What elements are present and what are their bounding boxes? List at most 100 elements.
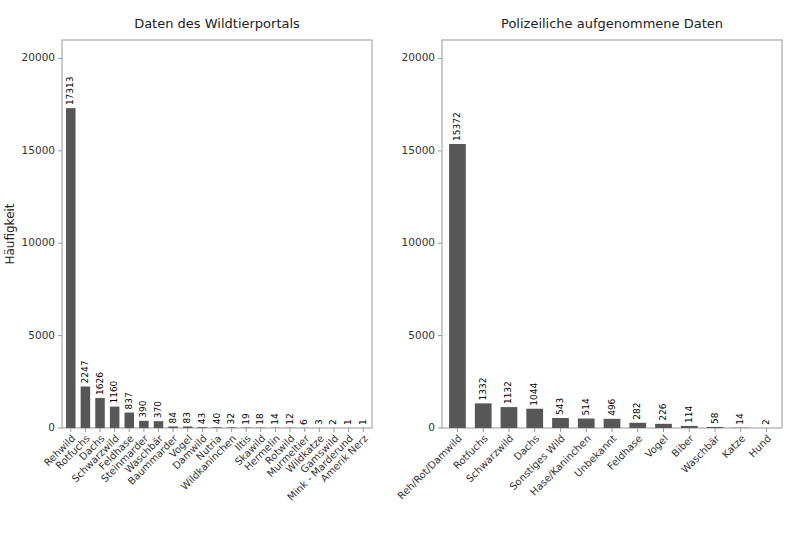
x-tick-label: Hund (747, 433, 774, 460)
data-label: 543 (555, 398, 565, 415)
bar (475, 403, 492, 428)
bar (285, 427, 295, 428)
data-label: 282 (632, 403, 642, 420)
data-label: 1160 (109, 380, 119, 403)
chart-title: Polizeiliche aufgenommene Daten (501, 16, 723, 31)
y-tick-label: 15000 (402, 144, 435, 156)
x-tick-label: Mink - Marderund (285, 433, 355, 503)
plot-frame (62, 40, 372, 428)
data-label: 15372 (452, 112, 462, 141)
bar (227, 427, 237, 428)
y-tick-label: 0 (428, 421, 435, 433)
bar (95, 398, 105, 428)
data-label: 58 (710, 412, 720, 424)
data-label: 14 (735, 413, 745, 425)
y-tick (438, 150, 442, 151)
bars (449, 144, 775, 428)
x-tick (637, 428, 638, 432)
data-label: 3 (314, 419, 324, 425)
data-label: 1332 (478, 377, 488, 400)
bar (256, 427, 266, 428)
x-tick-label: Feldhase (605, 433, 644, 472)
x-tick (483, 428, 484, 432)
plot-frame (442, 40, 782, 428)
bar (241, 427, 251, 428)
y-tick-label: 20000 (22, 51, 55, 63)
x-tick (363, 428, 364, 432)
data-label: 6 (299, 419, 309, 425)
data-label: 390 (138, 400, 148, 417)
y-tick-label: 10000 (402, 236, 435, 248)
data-label: 837 (124, 392, 134, 409)
bar (449, 144, 466, 428)
x-tick (187, 428, 188, 432)
bar (110, 407, 120, 428)
data-label: 19 (241, 413, 251, 425)
data-label: 1132 (503, 381, 513, 404)
x-tick-label: Schwarzwild (464, 433, 516, 485)
data-label: 2 (328, 419, 338, 425)
y-tick-label: 5000 (408, 329, 435, 341)
x-tick (333, 428, 334, 432)
data-label: 370 (153, 401, 163, 418)
bar (732, 427, 749, 428)
bar (154, 421, 164, 428)
x-tick (715, 428, 716, 432)
bar (125, 413, 135, 428)
bar (66, 108, 76, 428)
data-label: 14 (270, 413, 280, 425)
x-tick (586, 428, 587, 432)
bar (358, 427, 368, 428)
x-tick-label: Vogel (643, 433, 670, 460)
x-tick (304, 428, 305, 432)
bar (198, 427, 208, 428)
x-tick (534, 428, 535, 432)
data-label: 2247 (80, 361, 90, 384)
x-tick (290, 428, 291, 432)
x-tick (246, 428, 247, 432)
x-tick (663, 428, 664, 432)
x-tick-label: Wildkaninchen (179, 433, 238, 492)
chart-panel: Polizeiliche aufgenommene Daten 0 5000 1000… (395, 16, 782, 501)
x-tick (275, 428, 276, 432)
x-tick-label: Baummarder (126, 432, 181, 487)
x-tick-label: Katze (720, 433, 747, 460)
bar (81, 386, 91, 428)
y-tick-label: 0 (48, 421, 55, 433)
data-label: 40 (212, 413, 222, 425)
x-tick (508, 428, 509, 432)
x-tick (85, 428, 86, 432)
data-label: 496 (607, 398, 617, 415)
bar (329, 427, 339, 428)
y-tick-label: 15000 (22, 144, 55, 156)
y-tick (438, 243, 442, 244)
bar (578, 419, 595, 428)
y-tick (58, 243, 62, 244)
bar (183, 426, 193, 428)
x-tick (612, 428, 613, 432)
x-tick (202, 428, 203, 432)
bar (271, 427, 281, 428)
data-label: 17313 (65, 76, 75, 105)
y-tick (438, 335, 442, 336)
chart-canvas: Daten des WildtierportalsHäufigkeit05000… (0, 0, 800, 534)
x-tick (100, 428, 101, 432)
y-tick-label: 5000 (28, 329, 55, 341)
bar (300, 427, 310, 428)
x-tick (143, 428, 144, 432)
y-tick (438, 58, 442, 59)
bar (681, 426, 698, 428)
data-label: 43 (197, 413, 207, 424)
data-label: 83 (182, 412, 192, 423)
x-tick (348, 428, 349, 432)
x-tick (689, 428, 690, 432)
x-tick (217, 428, 218, 432)
bar (501, 407, 518, 428)
bar (526, 409, 543, 428)
y-tick (58, 58, 62, 59)
x-tick (70, 428, 71, 432)
bar (552, 418, 569, 428)
chart-panel: Daten des WildtierportalsHäufigkeit05000… (3, 16, 372, 503)
data-label: 114 (684, 405, 694, 422)
x-tick (560, 428, 561, 432)
